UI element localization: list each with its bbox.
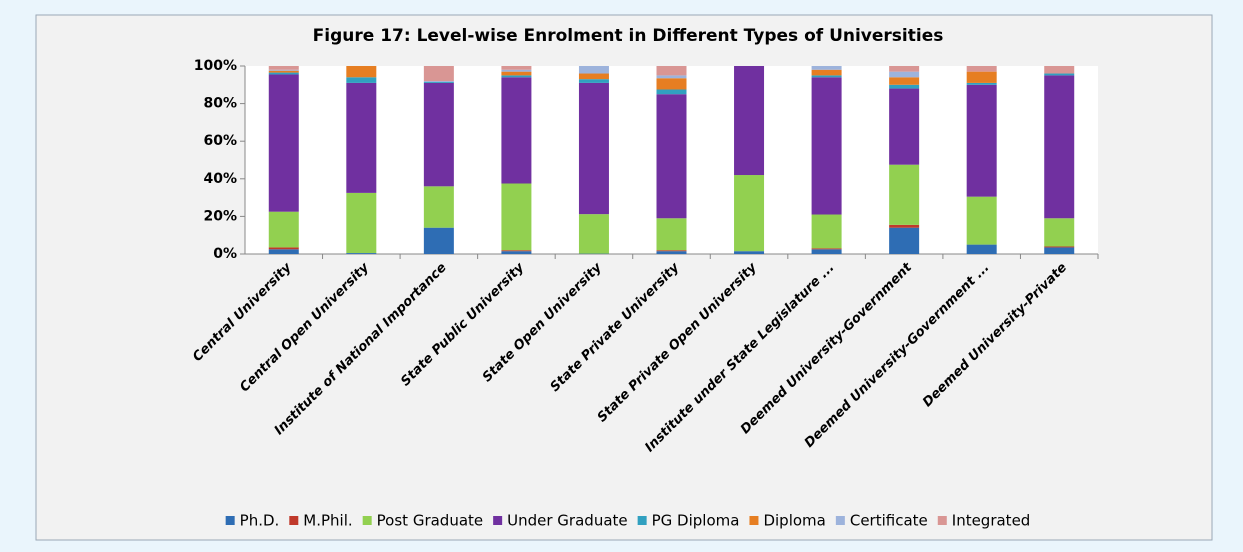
bar-segment bbox=[268, 69, 299, 71]
bar-segment bbox=[578, 82, 609, 215]
bar-segment bbox=[268, 70, 299, 73]
bar-segment bbox=[501, 75, 532, 78]
bar-segment bbox=[656, 66, 687, 76]
bar-segment bbox=[501, 66, 532, 70]
bar-segment bbox=[889, 164, 920, 225]
legend-swatch bbox=[493, 516, 503, 525]
y-tick-label: 0% bbox=[213, 246, 237, 262]
bar-segment bbox=[423, 66, 454, 82]
bar-segment bbox=[501, 251, 532, 254]
bar-segment bbox=[734, 66, 765, 176]
bar-segment bbox=[268, 74, 299, 212]
bar-segment bbox=[346, 66, 377, 78]
bar-segment bbox=[268, 66, 299, 70]
bar-segment bbox=[889, 227, 920, 254]
bar-segment bbox=[1044, 246, 1075, 248]
bar-segment bbox=[966, 244, 997, 254]
chart-title: Figure 17: Level-wise Enrolment in Diffe… bbox=[313, 26, 944, 46]
bar-segment bbox=[656, 89, 687, 95]
y-tick-label: 40% bbox=[203, 171, 237, 187]
bar-segment bbox=[656, 94, 687, 219]
bar-segment bbox=[1044, 66, 1075, 74]
bar-segment bbox=[501, 183, 532, 251]
bar-segment bbox=[734, 175, 765, 252]
bar-segment bbox=[578, 79, 609, 83]
bar-segment bbox=[423, 81, 454, 83]
legend-swatch bbox=[749, 516, 759, 525]
bar-segment bbox=[656, 251, 687, 254]
bar-segment bbox=[889, 66, 920, 72]
legend-label: PG Diploma bbox=[652, 512, 740, 530]
legend-swatch bbox=[937, 516, 947, 525]
legend-swatch bbox=[225, 516, 235, 525]
bar-segment bbox=[346, 82, 377, 193]
bar-segment bbox=[501, 71, 532, 76]
y-tick-label: 20% bbox=[203, 208, 237, 224]
bar-segment bbox=[889, 224, 920, 228]
bar-segment bbox=[501, 77, 532, 184]
legend-label: Ph.D. bbox=[240, 512, 280, 530]
y-tick-label: 80% bbox=[203, 96, 237, 112]
bar-segment bbox=[268, 247, 299, 250]
bar-segment bbox=[423, 186, 454, 228]
bar-segment bbox=[346, 192, 377, 254]
bar-segment bbox=[811, 77, 842, 215]
bar-segment bbox=[966, 84, 997, 197]
bar-segment bbox=[578, 73, 609, 80]
bar-segment bbox=[889, 77, 920, 85]
bar-segment bbox=[501, 250, 532, 252]
legend-swatch bbox=[835, 516, 845, 525]
bar-segment bbox=[501, 69, 532, 72]
bar-segment bbox=[889, 88, 920, 165]
bar-segment bbox=[811, 248, 842, 250]
bar-segment bbox=[966, 71, 997, 83]
y-tick-label: 60% bbox=[203, 133, 237, 149]
bar-segment bbox=[656, 78, 687, 90]
legend-label: Certificate bbox=[850, 512, 928, 530]
bar-segment bbox=[1044, 73, 1075, 76]
bar-segment bbox=[734, 251, 765, 254]
legend-swatch bbox=[362, 516, 372, 525]
bar-segment bbox=[268, 72, 299, 75]
bar-segment bbox=[1044, 247, 1075, 254]
bar-segment bbox=[578, 66, 609, 74]
bar-segment bbox=[966, 196, 997, 245]
bar-segment bbox=[423, 82, 454, 187]
bar-segment bbox=[811, 249, 842, 254]
legend-swatch bbox=[637, 516, 647, 525]
bar-segment bbox=[1044, 75, 1075, 219]
bar-segment bbox=[578, 214, 609, 254]
bar-segment bbox=[966, 66, 997, 72]
bar-segment bbox=[966, 82, 997, 85]
bar-segment bbox=[889, 71, 920, 78]
bar-segment bbox=[811, 69, 842, 76]
bar-segment bbox=[811, 66, 842, 70]
bar-segment bbox=[811, 75, 842, 78]
bar-segment bbox=[811, 214, 842, 249]
bar-segment bbox=[656, 250, 687, 252]
bar-segment bbox=[268, 249, 299, 254]
legend-swatch bbox=[289, 516, 299, 525]
bar-segment bbox=[268, 211, 299, 248]
legend-label: M.Phil. bbox=[303, 512, 352, 530]
bar-segment bbox=[423, 227, 454, 254]
legend-label: Post Graduate bbox=[377, 512, 483, 530]
legend-label: Integrated bbox=[952, 512, 1031, 530]
bar-segment bbox=[656, 218, 687, 251]
bar-segment bbox=[1044, 218, 1075, 247]
bar-segment bbox=[656, 75, 687, 79]
bar-segment bbox=[423, 81, 454, 82]
y-tick-label: 100% bbox=[194, 58, 237, 74]
legend-label: Under Graduate bbox=[507, 512, 627, 530]
bar-segment bbox=[346, 77, 377, 83]
legend-label: Diploma bbox=[763, 512, 825, 530]
bar-segment bbox=[346, 253, 377, 254]
bar-segment bbox=[889, 84, 920, 89]
